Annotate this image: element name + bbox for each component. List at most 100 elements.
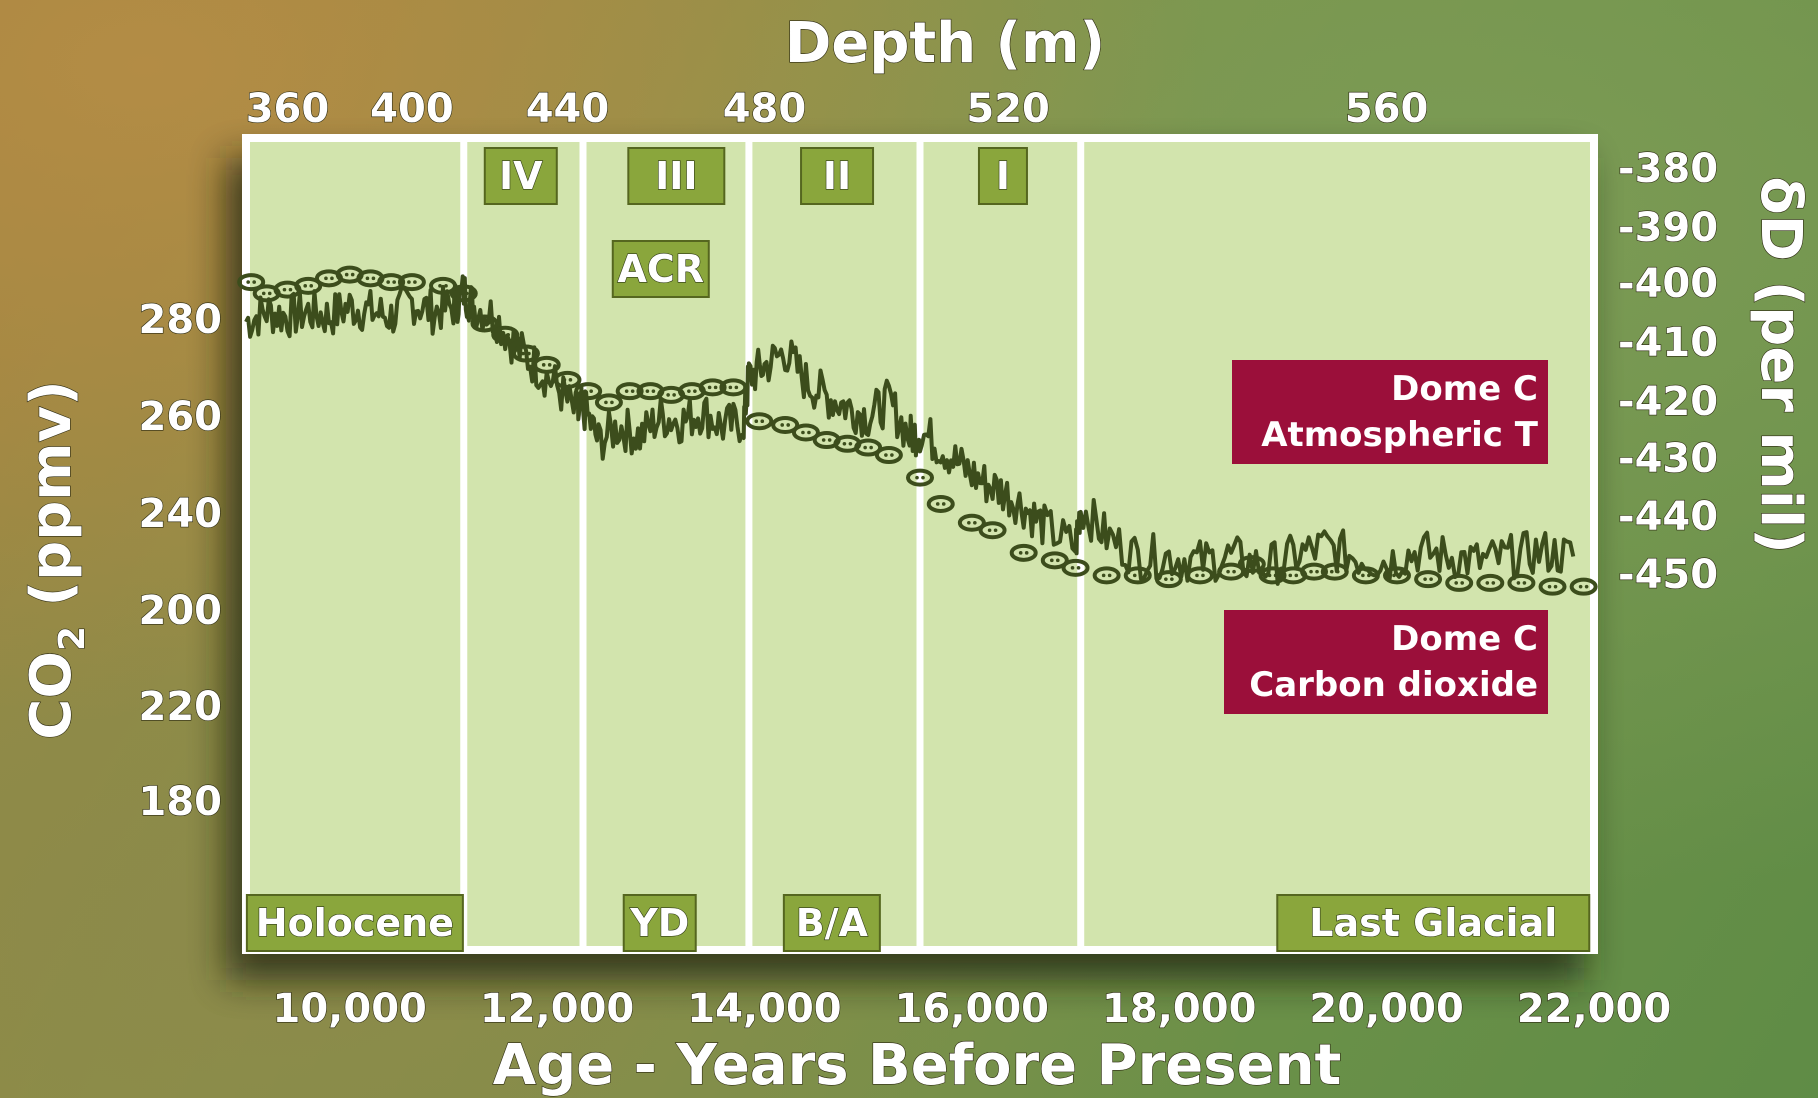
top-tick-480: 480 (723, 86, 807, 132)
left-tick: 240 (139, 491, 223, 537)
top-tag-iii: III (627, 147, 726, 205)
co2-point-dot (1294, 573, 1299, 578)
bottom-tick: 10,000 (273, 986, 427, 1032)
co2-point-dot (568, 378, 573, 382)
top-tick-520: 520 (966, 86, 1050, 132)
co2-point-34 (978, 521, 1007, 540)
co2-point-dot (915, 475, 919, 480)
co2-point-55 (1569, 577, 1598, 596)
top-tag-iii-bg (627, 147, 726, 205)
co2-point-dot (541, 363, 546, 367)
left-tick: 200 (139, 588, 223, 634)
co2-point-dot (386, 280, 390, 284)
co2-point-dot (1050, 558, 1054, 563)
co2-point-dot (1423, 577, 1427, 581)
co2-point-dot (666, 393, 670, 397)
co2-point-ring (470, 314, 499, 333)
bottom-tag-2: B/A (782, 894, 881, 952)
co2-point-ring (377, 273, 406, 292)
right-tick: -440 (1618, 494, 1718, 540)
co2-point-dot (1170, 577, 1174, 581)
right-tick: -420 (1618, 379, 1718, 425)
co2-point-ring (1382, 566, 1411, 585)
co2-point-dot (267, 291, 272, 296)
co2-point-dot (1309, 569, 1313, 574)
co2-point-41 (1185, 566, 1214, 585)
bottom-tag-3-bg (1276, 894, 1591, 952)
co2-point-dot (500, 332, 505, 337)
co2-point-15 (553, 370, 582, 389)
co2-point-ring (532, 355, 561, 374)
bottom-tick: 12,000 (480, 986, 634, 1032)
co2-point-9 (429, 276, 458, 295)
co2-point-ring (397, 273, 426, 292)
co2-point-33 (957, 513, 986, 532)
co2-point-dot (807, 430, 811, 435)
co2-point-dot (344, 272, 349, 277)
co2-point-dot (521, 351, 525, 356)
co2-point-23 (719, 378, 748, 397)
co2-point-26 (791, 423, 820, 442)
co2-point-dot (1201, 573, 1205, 578)
co2-point-52 (1476, 573, 1505, 592)
co2-point-ring (1351, 566, 1380, 585)
co2-point-dot (1485, 581, 1490, 585)
left-tick: 280 (139, 297, 223, 343)
bottom-tick: 14,000 (687, 986, 841, 1032)
co2-point-31 (906, 468, 934, 487)
co2-point-dot (1522, 581, 1527, 585)
axes: 360 400 440 480 520 560 10,000 12,000 14,000 16,0… (138, 85, 1719, 1032)
co2-point-dot (967, 520, 971, 525)
co2-point-ring (1300, 562, 1329, 581)
co2-point-ring (906, 468, 934, 487)
co2-point-ring (791, 423, 820, 442)
co2-point-ring (1538, 577, 1567, 596)
co2-point-dot (288, 287, 293, 292)
co2-point-16 (574, 382, 603, 401)
co2-point-dot (527, 351, 531, 356)
co2-point-18 (615, 382, 644, 401)
co2-point-13 (511, 344, 540, 363)
co2-point-17 (594, 393, 623, 412)
co2-point-dot (1018, 551, 1023, 555)
co2-point-dot (1335, 569, 1340, 574)
co2-point-ring (237, 273, 266, 292)
co2-point-dot (407, 280, 411, 284)
co2-point-ring (615, 382, 644, 401)
co2-point-ring (294, 276, 323, 295)
co2-point-48 (1351, 566, 1380, 585)
top-tag-ii: II (800, 147, 875, 205)
top-tag-i: I (977, 147, 1028, 205)
co2-point-42 (1217, 562, 1246, 581)
co2-point-dot (780, 423, 784, 427)
co2-point-30 (874, 446, 903, 465)
co2-point-dot (1454, 581, 1458, 585)
co2-point-ring (1569, 577, 1598, 596)
co2-point-dot (444, 284, 448, 288)
co2-point-dot (1288, 573, 1293, 578)
co2-point-dot (1267, 573, 1272, 578)
period-dividers (460, 138, 1085, 950)
co2-point-dot (821, 438, 826, 442)
legend-box-co2: Dome C Carbon dioxide (1224, 610, 1548, 714)
co2-point-dot (365, 276, 370, 281)
co2-point-dot (1232, 569, 1236, 574)
co2-point-ring (1445, 573, 1474, 592)
co2-point-ring (1061, 558, 1090, 577)
co2-point-dot (890, 453, 894, 457)
co2-point-dot (1398, 573, 1402, 578)
co2-point-ring (1092, 566, 1121, 585)
bottom-tag-3: Last Glacial (1276, 894, 1591, 952)
acr-tag-label: ACR (617, 247, 704, 291)
co2-point-dot (848, 441, 853, 446)
co2-point-ring (1476, 573, 1505, 592)
right-tick: -410 (1618, 320, 1718, 366)
bottom-tick: 22,000 (1517, 986, 1671, 1032)
co2-point-38 (1092, 566, 1121, 585)
co2-point-dot (246, 280, 250, 284)
co2-point-dot (884, 453, 888, 457)
co2-point-ring (957, 513, 986, 532)
co2-point-ring (926, 494, 955, 513)
co2-point-dot (438, 284, 442, 288)
series-co2 (237, 265, 1598, 596)
